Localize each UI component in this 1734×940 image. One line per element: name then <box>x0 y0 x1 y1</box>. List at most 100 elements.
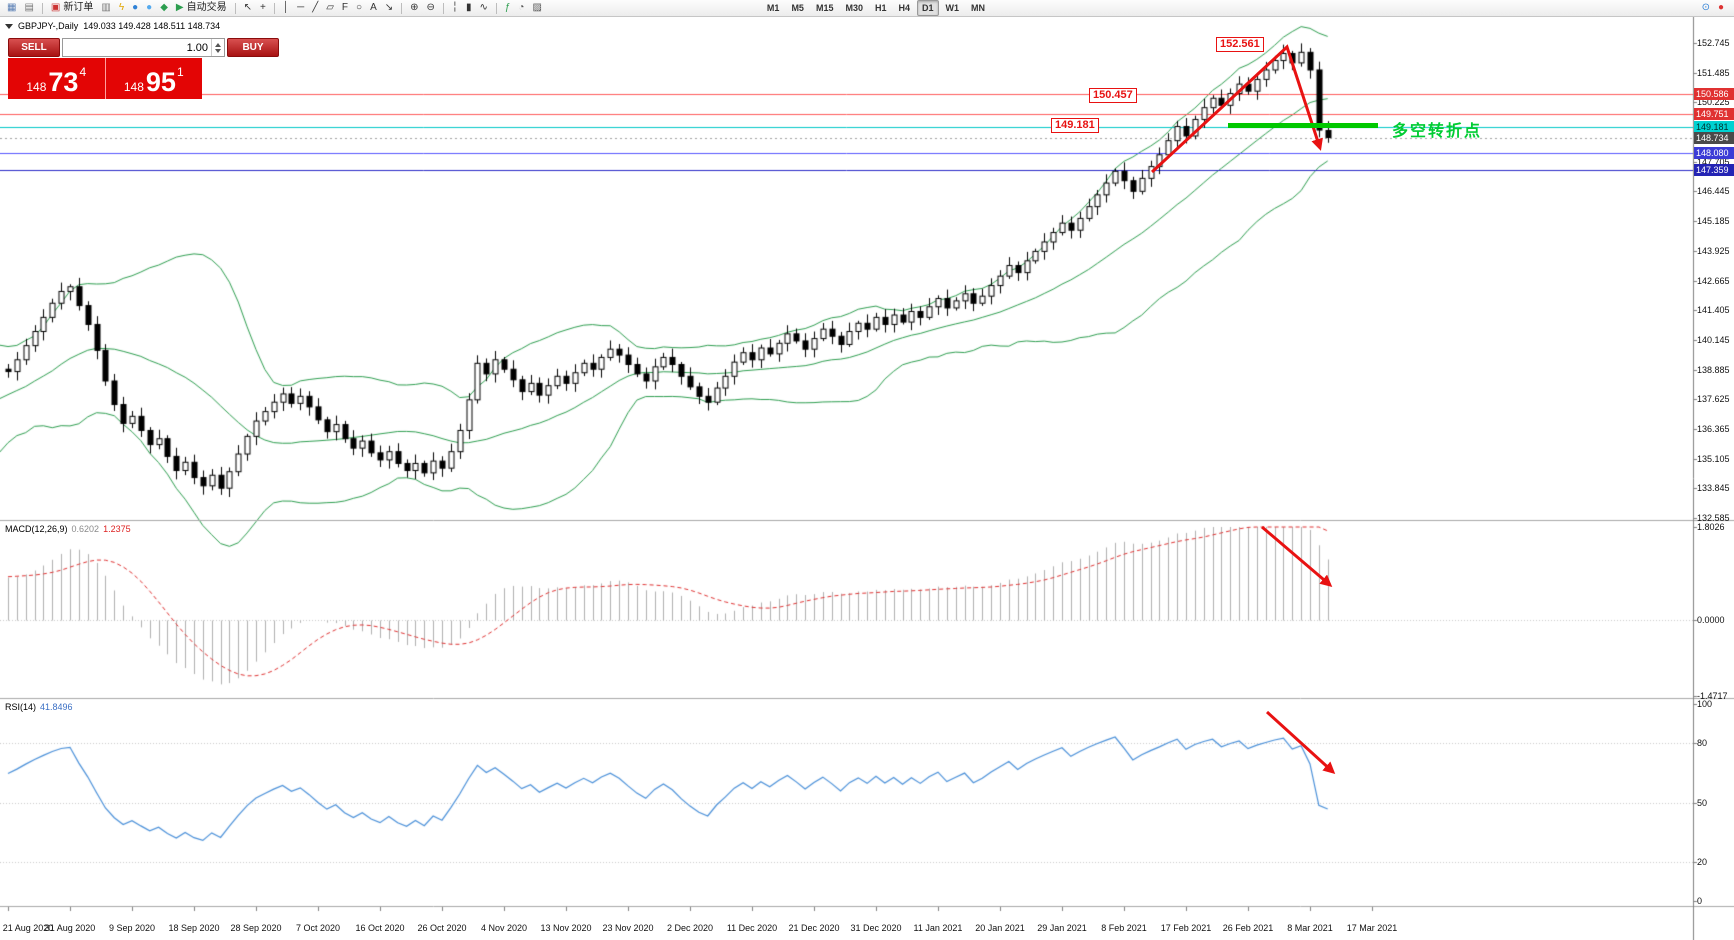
price-annotation-box[interactable]: 152.561 <box>1216 37 1264 52</box>
price-scale-label: 137.625 <box>1697 394 1730 405</box>
notification-icon: ● <box>1717 2 1724 13</box>
text-icon: A <box>370 2 377 13</box>
date-axis-label: 7 Oct 2020 <box>295 923 341 933</box>
sell-button[interactable]: SELL <box>8 38 60 57</box>
price-tag-148.734: 148.734 <box>1694 131 1734 144</box>
cursor-button[interactable]: ↖ <box>241 1 255 16</box>
turning-point-line[interactable] <box>1228 123 1378 128</box>
rsi-name: RSI(14) <box>5 702 37 712</box>
notification-button[interactable]: ● <box>1715 1 1727 16</box>
equidistant-channel-button[interactable]: ▱ <box>323 1 337 16</box>
date-axis-label: 13 Nov 2020 <box>540 923 592 933</box>
volume-input[interactable] <box>63 39 211 56</box>
templates-button[interactable]: ▨ <box>529 1 544 16</box>
price-scale-label: 147.705 <box>1697 156 1730 167</box>
rsi-scale-label: 0 <box>1697 896 1703 906</box>
price-tag-149.751: 149.751 <box>1694 107 1734 120</box>
date-axis-label: 18 Sep 2020 <box>168 923 220 933</box>
new-chart-button[interactable]: ▦ <box>4 1 19 16</box>
macd-name: MACD(12,26,9) <box>5 524 68 534</box>
crosshair-button[interactable]: + <box>257 1 269 16</box>
date-axis-label: 29 Jan 2021 <box>1037 923 1087 933</box>
price-scale-label: 138.885 <box>1697 364 1730 375</box>
new-order-icon: ▣ <box>50 2 61 13</box>
autotrading-button[interactable]: ▶ 自动交易 <box>173 1 230 16</box>
fibonacci-button[interactable]: F <box>339 1 351 16</box>
horizontal-line-button[interactable]: ─ <box>294 1 307 16</box>
periods-button[interactable]: ◔ <box>515 1 527 16</box>
price-annotation-box[interactable]: 149.181 <box>1051 118 1099 133</box>
turning-point-label[interactable]: 多空转折点 <box>1392 123 1483 140</box>
macd-indicator-label: MACD(12,26,9) 0.6202 1.2375 <box>5 524 131 534</box>
buy-price[interactable]: 148 95 1 <box>106 58 203 99</box>
date-axis-label: 17 Feb 2021 <box>1160 923 1212 933</box>
date-axis-label: 8 Mar 2021 <box>1287 923 1333 933</box>
vertical-line-icon: │ <box>282 2 290 13</box>
timeframe-mn-button[interactable]: MN <box>971 3 986 13</box>
bar-chart-icon: ╎ <box>451 2 458 13</box>
date-axis-label: 21 Aug 2020 <box>2 923 54 933</box>
timeframe-m15-button[interactable]: M15 <box>815 3 834 13</box>
timeframe-d1-button[interactable]: D1 <box>917 0 939 16</box>
timeframe-m5-button[interactable]: M5 <box>791 3 804 13</box>
price-scale-label: 133.845 <box>1697 483 1730 494</box>
sell-price[interactable]: 148 73 4 <box>8 58 106 99</box>
chart-window-button[interactable]: ▥ <box>98 1 113 16</box>
macd-scale-label: -1.4717 <box>1697 691 1728 701</box>
news-button[interactable]: ● <box>129 1 141 16</box>
price-scale-label: 151.485 <box>1697 67 1730 78</box>
price-scale-label: 143.925 <box>1697 245 1730 256</box>
line-chart-button[interactable]: ∿ <box>476 1 490 16</box>
timeframe-w1-button[interactable]: W1 <box>945 3 960 13</box>
buy-price-big: 95 <box>145 67 176 98</box>
date-axis-label: 17 Mar 2021 <box>1346 923 1398 933</box>
tester-button[interactable]: ◆ <box>157 1 171 16</box>
rsi-scale-label: 50 <box>1697 797 1708 808</box>
bar-chart-button[interactable]: ╎ <box>449 1 461 16</box>
autotrading-icon: ▶ <box>175 2 184 13</box>
search-button[interactable]: ⊙ <box>1699 1 1713 16</box>
toolbar-separator <box>41 2 43 14</box>
crosshair-icon: + <box>260 2 266 13</box>
alert-icon: ϟ <box>118 2 125 13</box>
zoom-in-icon: ⊕ <box>410 2 419 13</box>
arrow-object-icon: ↘ <box>384 2 394 13</box>
new-order-button[interactable]: ▣ 新订单 <box>48 1 96 16</box>
collapse-one-click-icon[interactable] <box>5 23 13 29</box>
timeframe-m30-button[interactable]: M30 <box>845 3 863 13</box>
arrow-object-button[interactable]: ↘ <box>382 1 396 16</box>
search-icon: ⊙ <box>1701 2 1710 13</box>
text-button[interactable]: A <box>367 1 380 16</box>
indicators-button[interactable]: ƒ <box>502 1 514 16</box>
toolbar-left-group: ▦ ▤ ▣ 新订单 ▥ ϟ ● ● ◆ ▶ 自动交易 ↖ + │ ─ ╱ ▱ F ○ A ↘ ⊕ ⊖ ╎ ▮ ∿ ƒ ◔ ▨ <box>3 0 546 16</box>
volume-decrease-icon[interactable] <box>215 48 221 53</box>
rsi-indicator-label: RSI(14) 41.8496 <box>5 702 73 712</box>
toolbar-separator <box>495 2 497 14</box>
community-icon: ● <box>146 2 153 13</box>
buy-button[interactable]: BUY <box>227 38 279 57</box>
timeframe-h4-button[interactable]: H4 <box>898 3 911 13</box>
price-scale-label: 152.745 <box>1697 38 1730 48</box>
price-scale-label: 135.105 <box>1697 453 1730 464</box>
zoom-in-button[interactable]: ⊕ <box>407 1 421 16</box>
chart-title: GBPJPY-,Daily 149.033 149.428 148.511 14… <box>5 21 220 31</box>
shapes-button[interactable]: ○ <box>353 1 365 16</box>
vertical-line-button[interactable]: │ <box>280 1 292 16</box>
date-axis-label: 20 Jan 2021 <box>975 923 1025 933</box>
candlestick-chart-button[interactable]: ▮ <box>463 1 475 16</box>
date-axis-label: 23 Nov 2020 <box>602 923 654 933</box>
timeframe-h1-button[interactable]: H1 <box>874 3 887 13</box>
community-button[interactable]: ● <box>143 1 155 16</box>
profiles-button[interactable]: ▤ <box>21 1 36 16</box>
alert-button[interactable]: ϟ <box>116 1 127 16</box>
timeframe-m1-button[interactable]: M1 <box>766 3 780 13</box>
trendline-button[interactable]: ╱ <box>309 1 321 16</box>
price-annotation-box[interactable]: 150.457 <box>1089 88 1137 103</box>
volume-increase-icon[interactable] <box>215 42 221 47</box>
date-axis-label: 11 Jan 2021 <box>913 923 963 933</box>
price-tag-148.080: 148.080 <box>1694 146 1734 159</box>
zoom-out-button[interactable]: ⊖ <box>424 1 438 16</box>
date-axis-label: 26 Oct 2020 <box>417 923 467 933</box>
price-chart-canvas[interactable] <box>0 17 1734 940</box>
one-click-trading-panel: SELL BUY 148 73 4 148 95 1 <box>8 38 279 99</box>
